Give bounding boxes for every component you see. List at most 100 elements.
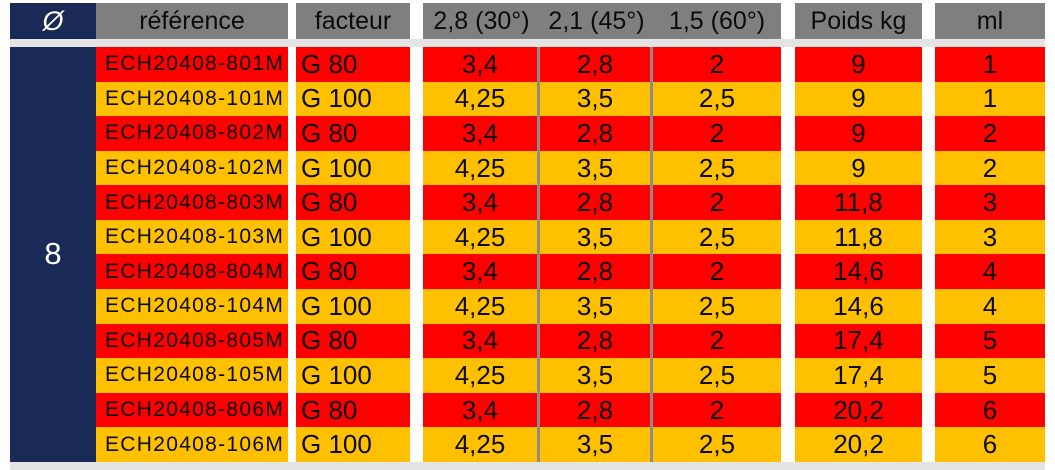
cell-factor-45[interactable]: 3,5 (540, 150, 650, 186)
cell-ml[interactable]: 5 (935, 358, 1045, 393)
cell-facteur[interactable]: G 100 (296, 358, 410, 393)
column-header-facteur[interactable]: facteur (296, 3, 410, 39)
cell-factor-30[interactable]: 3,4 (423, 47, 537, 82)
cell-factor-30[interactable]: 4,25 (423, 219, 537, 255)
cell-reference[interactable]: ECH20408-102M (96, 150, 288, 186)
cell-factor-60[interactable]: 2,5 (653, 358, 781, 393)
cell-factor-60[interactable]: 2 (653, 254, 781, 290)
cell-facteur[interactable]: G 100 (296, 289, 410, 324)
cell-factor-45[interactable]: 3,5 (540, 358, 650, 393)
column-header-ml[interactable]: ml (935, 3, 1045, 39)
diameter-symbol: Ø (42, 5, 64, 36)
cell-factor-30[interactable]: 4,25 (423, 427, 537, 462)
cell-facteur[interactable]: G 80 (296, 392, 410, 428)
cell-ml[interactable]: 3 (935, 185, 1045, 220)
cell-facteur[interactable]: G 80 (296, 323, 410, 359)
bottom-separator-band (10, 461, 1045, 470)
cell-ml[interactable]: 5 (935, 323, 1045, 359)
column-header-ml-label: ml (976, 6, 1004, 35)
cell-factor-45[interactable]: 2,8 (540, 323, 650, 359)
cell-factor-45[interactable]: 2,8 (540, 392, 650, 428)
cell-factor-30[interactable]: 4,25 (423, 81, 537, 117)
cell-factor-30[interactable]: 3,4 (423, 116, 537, 151)
cell-factor-45[interactable]: 3,5 (540, 219, 650, 255)
cell-factor-30[interactable]: 4,25 (423, 150, 537, 186)
cell-factor-60[interactable]: 2 (653, 323, 781, 359)
cell-poids-kg[interactable]: 20,2 (795, 392, 922, 428)
cell-poids-kg[interactable]: 9 (795, 47, 922, 82)
cell-ml[interactable]: 1 (935, 81, 1045, 117)
column-header-poids[interactable]: Poids kg (795, 3, 922, 39)
column-header-angle-factors[interactable]: 2,8 (30°) 2,1 (45°) 1,5 (60°) (423, 3, 781, 39)
cell-reference[interactable]: ECH20408-104M (96, 289, 288, 324)
cell-reference[interactable]: ECH20408-103M (96, 219, 288, 255)
cell-reference[interactable]: ECH20408-106M (96, 427, 288, 462)
cell-poids-kg[interactable]: 11,8 (795, 219, 922, 255)
cell-factor-60[interactable]: 2,5 (653, 289, 781, 324)
cell-factor-60[interactable]: 2,5 (653, 219, 781, 255)
column-header-diametre[interactable]: Ø (10, 3, 96, 39)
cell-reference[interactable]: ECH20408-802M (96, 116, 288, 151)
cell-ml[interactable]: 4 (935, 289, 1045, 324)
column-header-reference[interactable]: référence (96, 3, 288, 39)
cell-poids-kg[interactable]: 17,4 (795, 358, 922, 393)
cell-ml[interactable]: 2 (935, 150, 1045, 186)
cell-reference[interactable]: ECH20408-804M (96, 254, 288, 290)
cell-factor-60[interactable]: 2 (653, 185, 781, 220)
cell-factor-30[interactable]: 3,4 (423, 392, 537, 428)
cell-facteur[interactable]: G 80 (296, 116, 410, 151)
cell-poids-kg[interactable]: 11,8 (795, 185, 922, 220)
cell-factor-45[interactable]: 3,5 (540, 427, 650, 462)
cell-factor-30[interactable]: 4,25 (423, 289, 537, 324)
cell-ml[interactable]: 6 (935, 427, 1045, 462)
cell-factor-60[interactable]: 2 (653, 116, 781, 151)
cell-ml[interactable]: 3 (935, 219, 1045, 255)
cell-factor-60[interactable]: 2 (653, 392, 781, 428)
column-header-factor-60-label: 1,5 (60°) (668, 6, 766, 35)
cell-facteur[interactable]: G 80 (296, 47, 410, 82)
cell-factor-45[interactable]: 3,5 (540, 81, 650, 117)
column-header-factor-45-label: 2,1 (45°) (548, 6, 645, 35)
cell-reference[interactable]: ECH20408-803M (96, 185, 288, 220)
cell-ml[interactable]: 6 (935, 392, 1045, 428)
cell-poids-kg[interactable]: 17,4 (795, 323, 922, 359)
cell-ml[interactable]: 2 (935, 116, 1045, 151)
cell-poids-kg[interactable]: 14,6 (795, 254, 922, 290)
cell-facteur[interactable]: G 80 (296, 254, 410, 290)
cell-factor-60[interactable]: 2,5 (653, 150, 781, 186)
cell-factor-60[interactable]: 2,5 (653, 427, 781, 462)
cell-reference[interactable]: ECH20408-805M (96, 323, 288, 359)
cell-ml[interactable]: 4 (935, 254, 1045, 290)
cell-reference[interactable]: ECH20408-105M (96, 358, 288, 393)
cell-factor-45[interactable]: 2,8 (540, 47, 650, 82)
cell-facteur[interactable]: G 100 (296, 427, 410, 462)
cell-reference[interactable]: ECH20408-801M (96, 47, 288, 82)
cell-factor-45[interactable]: 2,8 (540, 254, 650, 290)
cell-poids-kg[interactable]: 20,2 (795, 427, 922, 462)
cell-poids-kg[interactable]: 9 (795, 150, 922, 186)
column-divider (650, 47, 653, 462)
cell-poids-kg[interactable]: 9 (795, 116, 922, 151)
cell-factor-30[interactable]: 4,25 (423, 358, 537, 393)
cell-factor-30[interactable]: 3,4 (423, 185, 537, 220)
cell-ml[interactable]: 1 (935, 47, 1045, 82)
cell-facteur[interactable]: G 100 (296, 219, 410, 255)
cell-poids-kg[interactable]: 14,6 (795, 289, 922, 324)
cell-reference[interactable]: ECH20408-101M (96, 81, 288, 117)
cell-factor-30[interactable]: 3,4 (423, 323, 537, 359)
cell-facteur[interactable]: G 100 (296, 150, 410, 186)
header-separator-band (10, 39, 1045, 47)
cell-factor-60[interactable]: 2 (653, 47, 781, 82)
cell-facteur[interactable]: G 80 (296, 185, 410, 220)
cell-facteur[interactable]: G 100 (296, 81, 410, 117)
column-header-facteur-label: facteur (314, 6, 392, 35)
cell-factor-45[interactable]: 3,5 (540, 289, 650, 324)
cell-factor-30[interactable]: 3,4 (423, 254, 537, 290)
cell-factor-45[interactable]: 2,8 (540, 185, 650, 220)
cell-factor-60[interactable]: 2,5 (653, 81, 781, 117)
cell-poids-kg[interactable]: 9 (795, 81, 922, 117)
cell-reference[interactable]: ECH20408-806M (96, 392, 288, 428)
diameter-merged-cell[interactable]: 8 (10, 47, 96, 462)
cell-factor-45[interactable]: 2,8 (540, 116, 650, 151)
